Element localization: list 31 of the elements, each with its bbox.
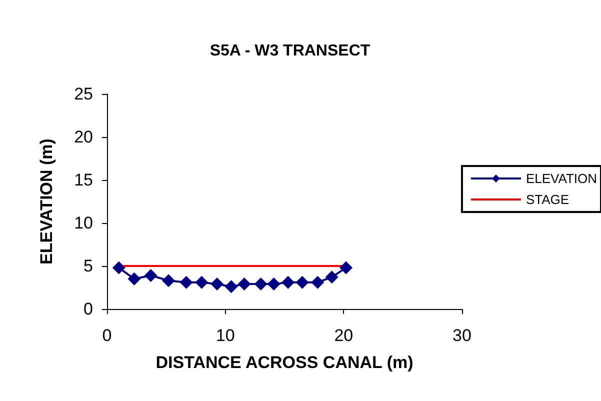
y-tick-label: 15 [74, 170, 93, 190]
x-tick-label: 0 [102, 326, 112, 345]
legend-label: STAGE [526, 192, 570, 207]
y-tick-label: 20 [74, 128, 93, 146]
point [296, 276, 309, 289]
point [224, 280, 238, 294]
point [238, 278, 251, 291]
y-tick-label: 25 [74, 84, 93, 104]
y-axis-title: ELEVATION (m) [37, 138, 56, 264]
point [210, 278, 224, 291]
point [325, 270, 338, 284]
y-tick-label: 10 [74, 214, 93, 232]
y-tick-label: 0 [84, 300, 93, 318]
point [311, 276, 324, 289]
y-tick-label: 5 [84, 256, 93, 276]
point [340, 261, 353, 274]
x-axis-title: DISTANCE ACROSS CANAL (m) [156, 353, 414, 372]
x-tick-label: 30 [452, 326, 472, 345]
point [254, 278, 268, 291]
point [112, 261, 126, 274]
point [195, 276, 208, 289]
legend-label: ELEVATION [526, 171, 598, 186]
point [162, 274, 176, 288]
point [128, 272, 141, 286]
chart-title: S5A - W3 TRANSECT [210, 42, 370, 60]
point [282, 276, 295, 289]
point [144, 268, 158, 282]
point [267, 278, 280, 291]
x-tick-label: 20 [334, 326, 354, 345]
x-tick-label: 10 [216, 326, 235, 345]
point [180, 276, 193, 289]
